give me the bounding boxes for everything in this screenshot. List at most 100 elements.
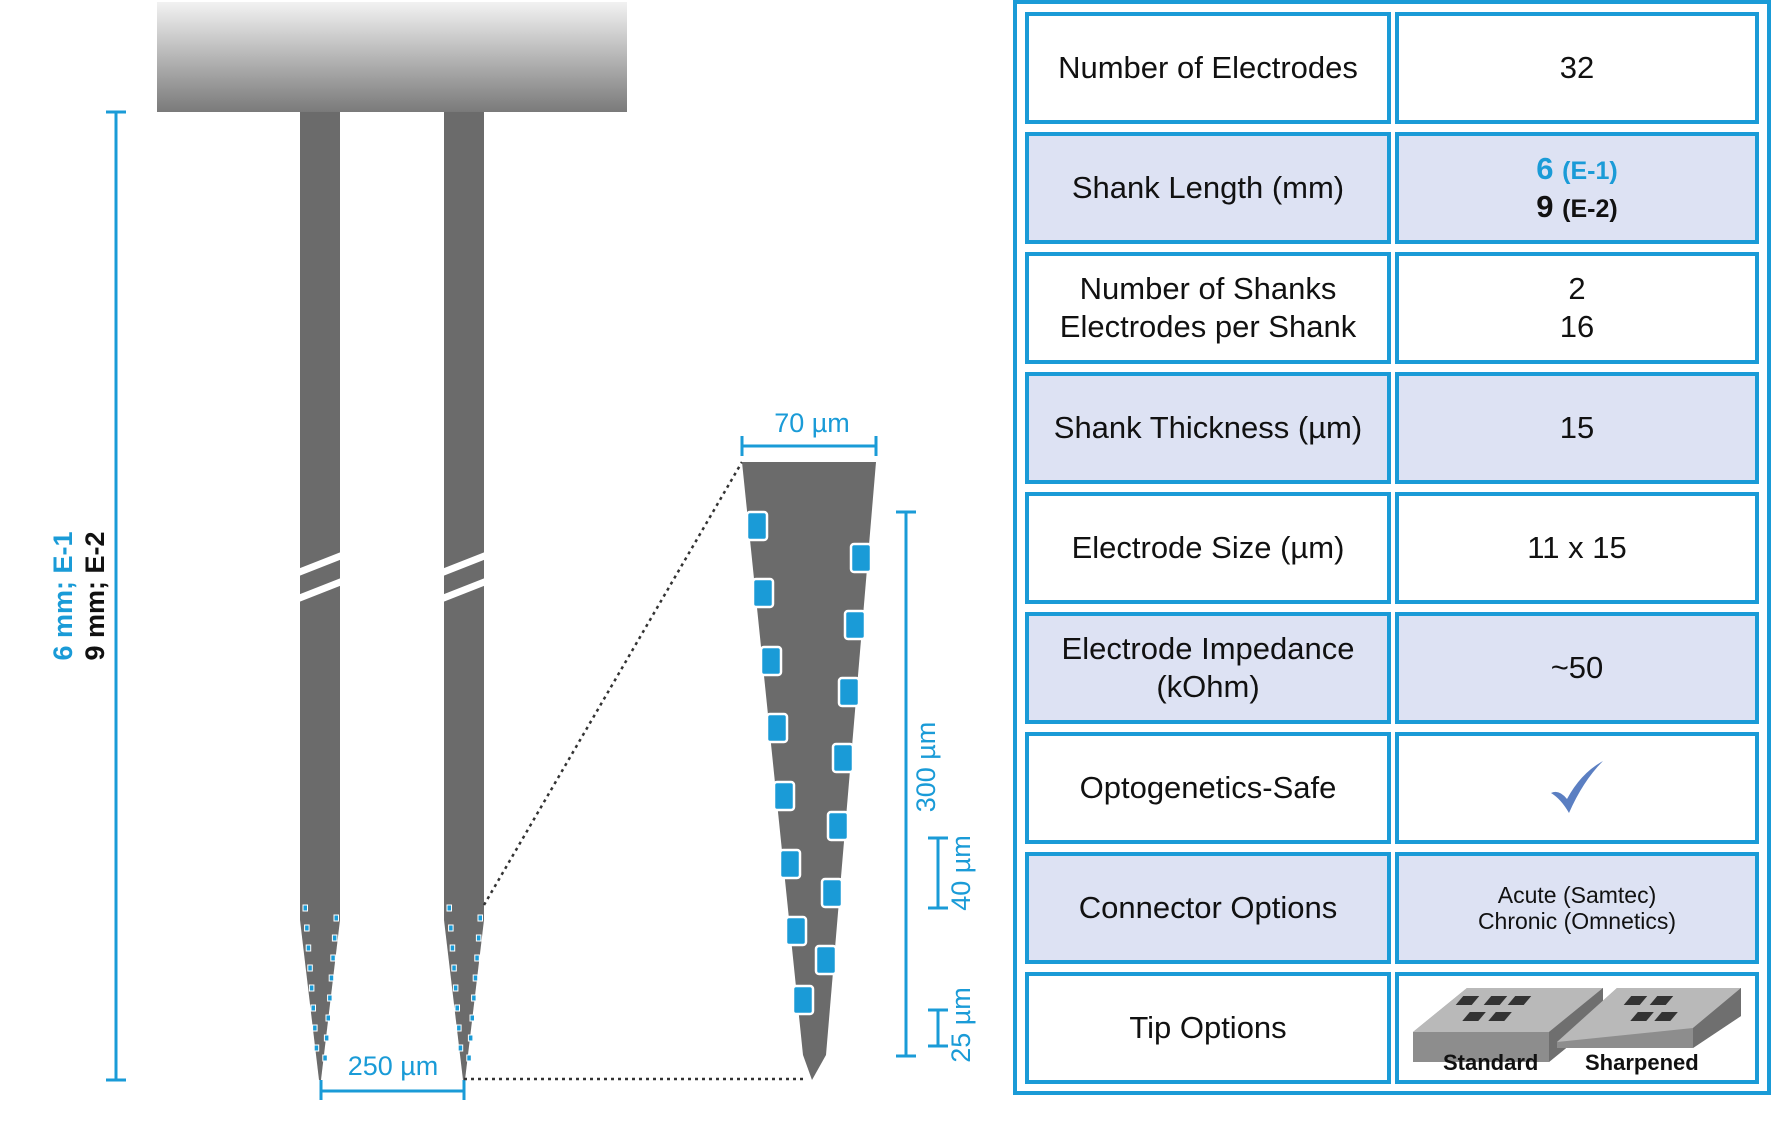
tip-electrode-site — [778, 848, 802, 880]
tip-width-label: 70 µm — [774, 408, 850, 438]
length-dimension — [106, 110, 126, 1082]
shank-electrode-site — [475, 934, 482, 942]
tip-electrode-site — [820, 877, 844, 909]
site-span-label: 300 µm — [911, 722, 941, 813]
shank-electrode-sites — [302, 904, 483, 1062]
tip-electrode-site — [784, 915, 808, 947]
shank-electrode-site — [452, 984, 459, 992]
row-shank-length: Shank Length (mm) 6 (E-1) 9 (E-2) — [1025, 132, 1759, 244]
label-electrode-impedance: Electrode Impedance (kOhm) — [1025, 612, 1391, 724]
shank-electrode-site — [474, 954, 480, 962]
tip-electrode-site — [759, 645, 783, 677]
row-connector-options: Connector Options Acute (Samtec) Chronic… — [1025, 852, 1759, 964]
tip-electrode-sites — [745, 510, 873, 1016]
shank-electrode-site — [454, 1004, 460, 1012]
tip-electrode-site — [772, 780, 796, 812]
row-number-of-electrodes: Number of Electrodes 32 — [1025, 12, 1759, 124]
probe-diagram: 6 mm; E-1 9 mm; E-2 250 µm 70 µm 300 µm … — [48, 2, 976, 1100]
shank-electrode-site — [327, 994, 333, 1002]
shank-electrode-site — [469, 1014, 475, 1022]
shank-electrode-site — [477, 914, 483, 922]
shank-electrode-site — [322, 1054, 328, 1062]
shank-electrode-site — [457, 1044, 464, 1052]
shank-electrode-site — [472, 974, 479, 982]
row-optogenetics-safe: Optogenetics-Safe — [1025, 732, 1759, 844]
label-shank-thickness: Shank Thickness (µm) — [1025, 372, 1391, 484]
tip-electrode-site — [843, 609, 867, 641]
label-shanks: Number of Shanks Electrodes per Shank — [1025, 252, 1391, 364]
probe-base — [157, 2, 627, 112]
shank-electrode-site — [310, 1004, 316, 1012]
shank-electrode-site — [449, 944, 456, 952]
tip-enlarged — [742, 462, 876, 1080]
tip-electrode-site — [765, 712, 789, 744]
shank-electrode-site — [331, 934, 338, 942]
shank-electrode-site — [467, 1034, 474, 1042]
shank-electrode-site — [333, 914, 339, 922]
connector-acute: Acute (Samtec) — [1497, 881, 1657, 908]
tip-electrode-site — [814, 944, 838, 976]
value-optogenetics-safe — [1395, 732, 1759, 844]
value-shank-thickness: 15 — [1395, 372, 1759, 484]
sharpened-tip-icon — [1557, 988, 1741, 1048]
label-tip-options: Tip Options — [1025, 972, 1391, 1084]
label-optogenetics-safe: Optogenetics-Safe — [1025, 732, 1391, 844]
shank-length-e1: 6 (E-1) — [1536, 151, 1618, 187]
tip-width-dimension — [740, 436, 878, 456]
row-electrode-size: Electrode Size (µm) 11 x 15 — [1025, 492, 1759, 604]
value-electrode-impedance: ~50 — [1395, 612, 1759, 724]
shank-electrode-site — [451, 964, 457, 972]
shank-electrode-site — [446, 904, 452, 912]
label-electrode-size: Electrode Size (µm) — [1025, 492, 1391, 604]
value-electrode-size: 11 x 15 — [1395, 492, 1759, 604]
tip-option-sharpened: Sharpened — [1585, 1050, 1699, 1075]
row-tip-options: Tip Options — [1025, 972, 1759, 1084]
label-number-of-electrodes: Number of Electrodes — [1025, 12, 1391, 124]
shank-electrode-site — [325, 1014, 331, 1022]
shank-electrode-site — [307, 964, 313, 972]
site-span-dimension — [896, 510, 916, 1058]
tip-electrode-site — [837, 676, 861, 708]
row-electrode-impedance: Electrode Impedance (kOhm) ~50 — [1025, 612, 1759, 724]
shank-electrode-site — [323, 1034, 330, 1042]
shank-break-marks — [290, 549, 494, 605]
tip-electrode-site — [826, 810, 850, 842]
tip-offset-dimension — [928, 1008, 948, 1048]
site-pitch-label: 40 µm — [946, 835, 976, 911]
shank-electrode-site — [305, 944, 312, 952]
spacing-label: 250 µm — [348, 1051, 439, 1081]
shank-electrode-site — [328, 974, 335, 982]
spec-table: Number of Electrodes 32 Shank Length (mm… — [1013, 0, 1771, 1095]
row-shank-thickness: Shank Thickness (µm) 15 — [1025, 372, 1759, 484]
value-number-of-electrodes: 32 — [1395, 12, 1759, 124]
spacing-dimension — [319, 1080, 466, 1100]
shank-electrode-site — [302, 904, 308, 912]
zoom-lines — [464, 461, 806, 1081]
tip-options-illustration — [1413, 988, 1741, 1062]
label-connector-options: Connector Options — [1025, 852, 1391, 964]
shank-right — [444, 112, 484, 1080]
row-shanks: Number of Shanks Electrodes per Shank 2 … — [1025, 252, 1759, 364]
shank-length-e2: 9 (E-2) — [1536, 189, 1618, 224]
shank-electrode-site — [312, 1024, 318, 1032]
value-connector-options: Acute (Samtec) Chronic (Omnetics) — [1395, 852, 1759, 964]
shank-electrode-site — [313, 1044, 320, 1052]
shank-left — [300, 112, 340, 1080]
value-shank-length: 6 (E-1) 9 (E-2) — [1395, 132, 1759, 244]
shank-electrode-site — [330, 954, 336, 962]
shank-electrode-site — [304, 924, 310, 932]
shank-electrode-site — [466, 1054, 472, 1062]
label-shank-length: Shank Length (mm) — [1025, 132, 1391, 244]
tip-offset-label: 25 µm — [946, 987, 976, 1063]
connector-chronic: Chronic (Omnetics) — [1477, 908, 1677, 934]
tip-option-standard: Standard — [1443, 1050, 1539, 1075]
site-pitch-dimension — [928, 836, 948, 910]
tip-electrode-site — [791, 984, 815, 1016]
value-shanks: 2 16 — [1395, 252, 1759, 364]
length-label-e2: 9 mm; E-2 — [80, 531, 110, 660]
checkmark-icon — [1551, 761, 1603, 813]
tip-electrode-site — [849, 542, 873, 574]
tip-electrode-site — [745, 510, 769, 542]
tip-electrode-site — [751, 577, 775, 609]
shank-electrode-site — [448, 924, 454, 932]
